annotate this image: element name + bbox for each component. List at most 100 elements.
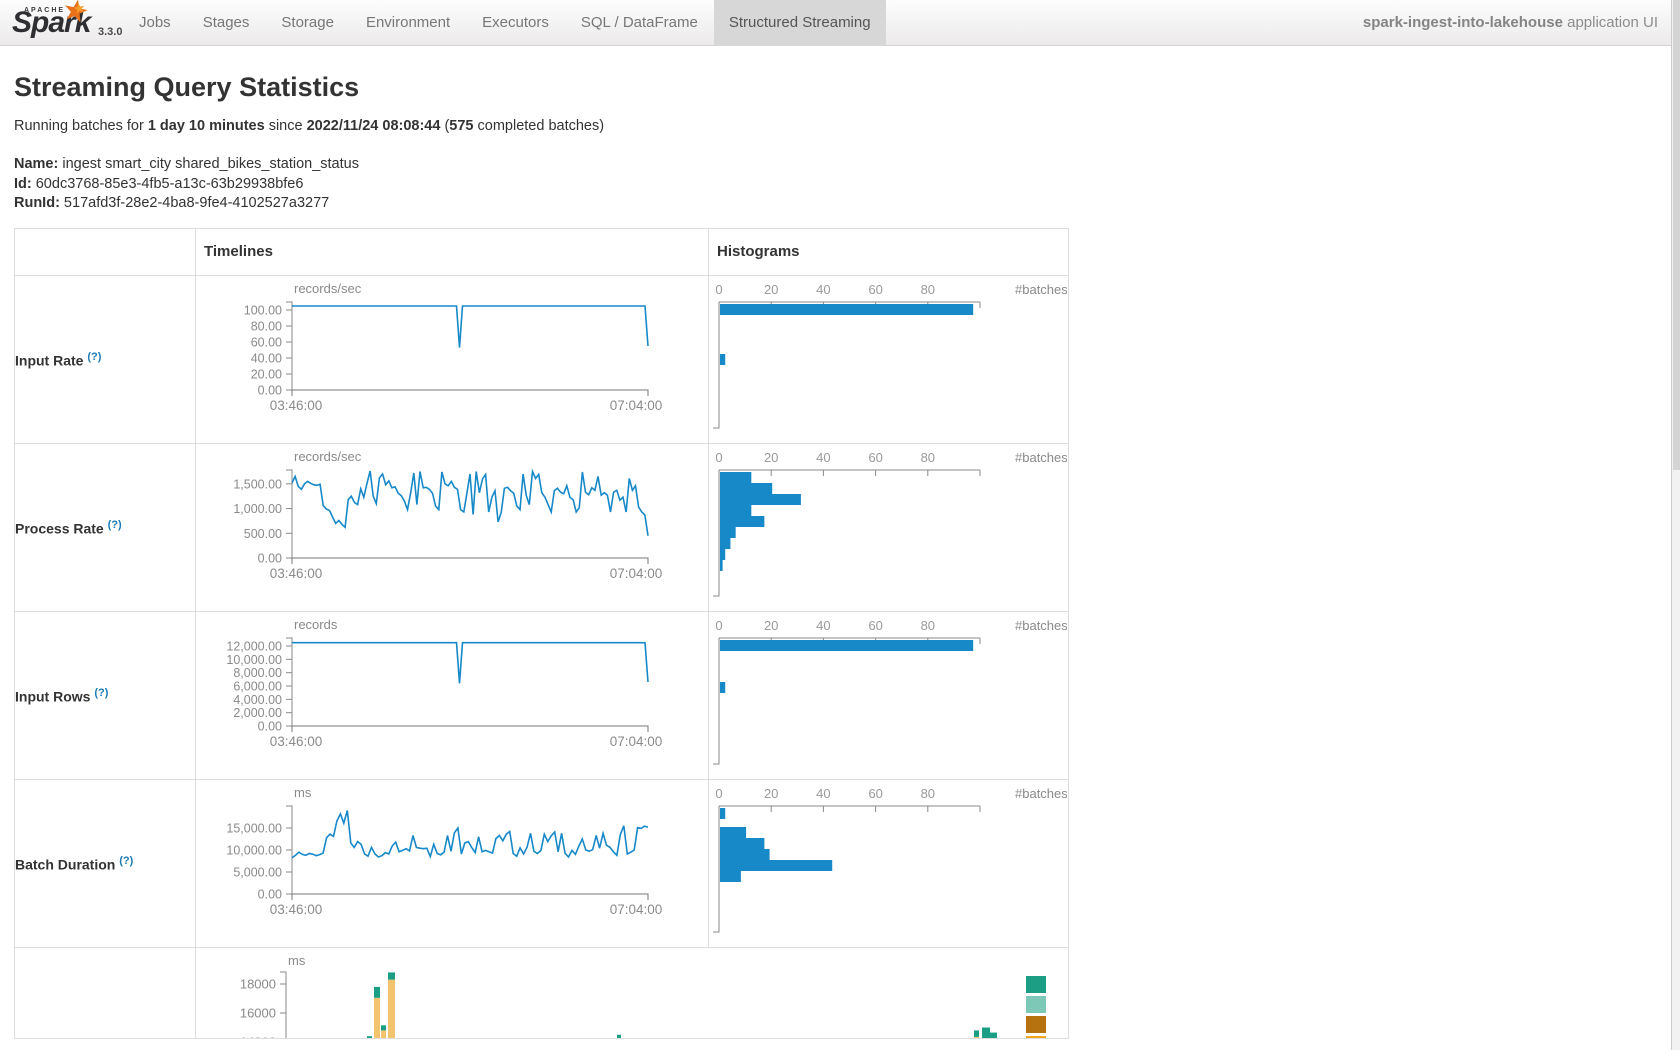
svg-text:5,000.00: 5,000.00 xyxy=(233,865,282,879)
svg-text:4,000.00: 4,000.00 xyxy=(233,692,282,706)
svg-text:100.00: 100.00 xyxy=(244,303,282,317)
query-runid-label: RunId: xyxy=(14,195,60,211)
batch-duration-label-cell: Batch Duration (?) xyxy=(14,778,196,948)
svg-text:20: 20 xyxy=(764,786,778,801)
tab-structured-streaming[interactable]: Structured Streaming xyxy=(713,0,886,46)
input-rate-label-cell: Input Rate (?) xyxy=(14,274,196,444)
input-rows-row: Input Rows (?) records 12,000.00 10,000.00… xyxy=(14,610,1069,780)
svg-text:07:04:00: 07:04:00 xyxy=(610,566,663,581)
svg-text:80: 80 xyxy=(921,450,935,465)
svg-text:60: 60 xyxy=(868,450,882,465)
input-rate-row: Input Rate (?) records/sec 100.00 80.00 60.… xyxy=(14,274,1069,444)
spark-logo[interactable]: Spark APACHE ★ ★ 3.3.0 xyxy=(10,0,135,44)
tab-storage[interactable]: Storage xyxy=(281,14,334,31)
svg-text:#batches: #batches xyxy=(1015,618,1067,633)
running-batches-line: Running batches for 1 day 10 minutes sin… xyxy=(14,118,1680,134)
input-rows-timeline-cell: records 12,000.00 10,000.00 8,000.00 6,000.0… xyxy=(195,610,709,780)
tab-stages[interactable]: Stages xyxy=(202,14,250,31)
svg-text:records: records xyxy=(294,617,338,632)
query-name-label: Name: xyxy=(14,156,59,172)
running-prefix: Running batches for xyxy=(14,118,148,134)
svg-text:20: 20 xyxy=(764,282,778,297)
running-open: ( xyxy=(440,118,450,134)
svg-text:500.00: 500.00 xyxy=(244,526,282,540)
input-rate-label: Input Rate xyxy=(15,352,84,369)
nav-tabs: Jobs Stages Storage Environment Executor… xyxy=(123,0,886,46)
svg-text:1,500.00: 1,500.00 xyxy=(233,477,282,491)
svg-text:10,000.00: 10,000.00 xyxy=(226,843,282,857)
query-id-label: Id: xyxy=(14,175,32,192)
process-rate-label: Process Rate xyxy=(15,520,104,537)
input-rate-timeline-cell: records/sec 100.00 80.00 60.00 40.00 20.00 0.0… xyxy=(195,274,709,444)
query-id-value: 60dc3768-85e3-4fb5-a13c-63b29938bfe6 xyxy=(31,175,304,192)
operation-duration-row: ms 18000 16000 14000 xyxy=(14,946,1069,1039)
spark-logo-text: Spark xyxy=(12,6,91,39)
svg-text:20: 20 xyxy=(764,618,778,633)
svg-text:60.00: 60.00 xyxy=(251,335,282,349)
tab-environment[interactable]: Environment xyxy=(365,14,451,31)
scrollbar-thumb[interactable] xyxy=(1673,0,1680,470)
svg-text:0.00: 0.00 xyxy=(258,551,282,565)
svg-text:40.00: 40.00 xyxy=(251,351,282,365)
svg-text:6,000.00: 6,000.00 xyxy=(233,679,282,693)
input-rate-help-icon[interactable]: (?) xyxy=(87,350,102,363)
operation-duration-stacked-chart: ms 18000 16000 14000 xyxy=(240,953,1046,1038)
svg-text:8,000.00: 8,000.00 xyxy=(233,666,282,680)
batch-duration-row: Batch Duration (?) ms 15,000.00 10,000.00 5… xyxy=(14,778,1069,948)
svg-text:60: 60 xyxy=(868,282,882,297)
input-rows-label-cell: Input Rows (?) xyxy=(14,610,196,780)
svg-text:12,000.00: 12,000.00 xyxy=(226,639,282,653)
svg-text:0.00: 0.00 xyxy=(258,383,282,397)
svg-text:18000: 18000 xyxy=(240,976,276,991)
svg-text:10,000.00: 10,000.00 xyxy=(226,652,282,666)
input-rows-help-icon[interactable]: (?) xyxy=(94,686,109,699)
input-rate-histogram-chart: 0 20 40 60 80 #batches xyxy=(713,282,1067,428)
svg-text:40: 40 xyxy=(816,786,830,801)
batch-duration-histogram-cell: 0 20 40 60 80 #batches xyxy=(708,778,1069,948)
query-name-value: ingest smart_city shared_bikes_station_s… xyxy=(58,156,359,172)
query-runid-value: 517afd3f-28e2-4ba8-9fe4-4102527a3277 xyxy=(59,195,330,211)
svg-text:14000: 14000 xyxy=(240,1034,276,1038)
tab-jobs[interactable]: Jobs xyxy=(139,14,171,31)
svg-text:16000: 16000 xyxy=(240,1005,276,1020)
statistics-table: Timelines Histograms Input Rate (?) reco… xyxy=(14,227,1069,1039)
process-rate-row: Process Rate (?) records/sec 1,500.00 1,00… xyxy=(14,442,1069,612)
table-header-row: Timelines Histograms xyxy=(14,227,1069,276)
main-content: Streaming Query Statistics Running batch… xyxy=(0,72,1680,1039)
svg-text:records/sec: records/sec xyxy=(294,449,362,464)
tab-executors[interactable]: Executors xyxy=(482,14,549,31)
input-rate-timeline-chart: records/sec 100.00 80.00 60.00 40.00 20.00 0.0… xyxy=(244,281,663,413)
svg-text:40: 40 xyxy=(816,450,830,465)
svg-text:0.00: 0.00 xyxy=(258,887,282,901)
application-suffix: application UI xyxy=(1562,14,1658,31)
svg-text:0: 0 xyxy=(715,450,722,465)
batch-duration-timeline-cell: ms 15,000.00 10,000.00 5,000.00 0.00 03:46:00… xyxy=(195,778,709,948)
running-start-time: 2022/11/24 08:08:44 xyxy=(306,118,441,134)
batch-duration-timeline-chart: ms 15,000.00 10,000.00 5,000.00 0.0003:46:00… xyxy=(226,785,663,917)
svg-text:ms: ms xyxy=(288,953,306,968)
svg-text:03:46:00: 03:46:00 xyxy=(270,734,323,749)
page-scrollbar[interactable] xyxy=(1671,0,1680,1050)
tab-sql-dataframe[interactable]: SQL / DataFrame xyxy=(580,14,698,31)
header-timelines: Timelines xyxy=(195,227,709,276)
input-rows-histogram-chart: 0 20 40 60 80 #batches xyxy=(713,618,1067,764)
query-runid-line: RunId: 517afd3f-28e2-4ba8-9fe4-4102527a3… xyxy=(14,194,1680,214)
svg-text:#batches: #batches xyxy=(1015,450,1067,465)
process-rate-help-icon[interactable]: (?) xyxy=(107,518,122,531)
svg-text:03:46:00: 03:46:00 xyxy=(270,902,323,917)
svg-text:07:04:00: 07:04:00 xyxy=(610,398,663,413)
input-rate-histogram-cell: 0 20 40 60 80 #batches xyxy=(708,274,1069,444)
svg-text:07:04:00: 07:04:00 xyxy=(610,902,663,917)
process-rate-timeline-chart: records/sec 1,500.00 1,000.00 500.00 0.0003:… xyxy=(233,449,663,581)
process-rate-histogram-cell: 0 20 40 60 80 #batches xyxy=(708,442,1069,612)
svg-text:#batches: #batches xyxy=(1015,786,1067,801)
svg-text:03:46:00: 03:46:00 xyxy=(270,566,323,581)
top-navbar: Spark APACHE ★ ★ 3.3.0 Jobs Stages Stora… xyxy=(0,0,1680,46)
batch-duration-help-icon[interactable]: (?) xyxy=(119,854,134,867)
application-title: spark-ingest-into-lakehouse application … xyxy=(1363,0,1658,46)
svg-text:20.00: 20.00 xyxy=(251,367,282,381)
svg-text:15,000.00: 15,000.00 xyxy=(226,821,282,835)
svg-text:80: 80 xyxy=(921,618,935,633)
svg-text:40: 40 xyxy=(816,618,830,633)
running-duration: 1 day 10 minutes xyxy=(147,118,265,134)
